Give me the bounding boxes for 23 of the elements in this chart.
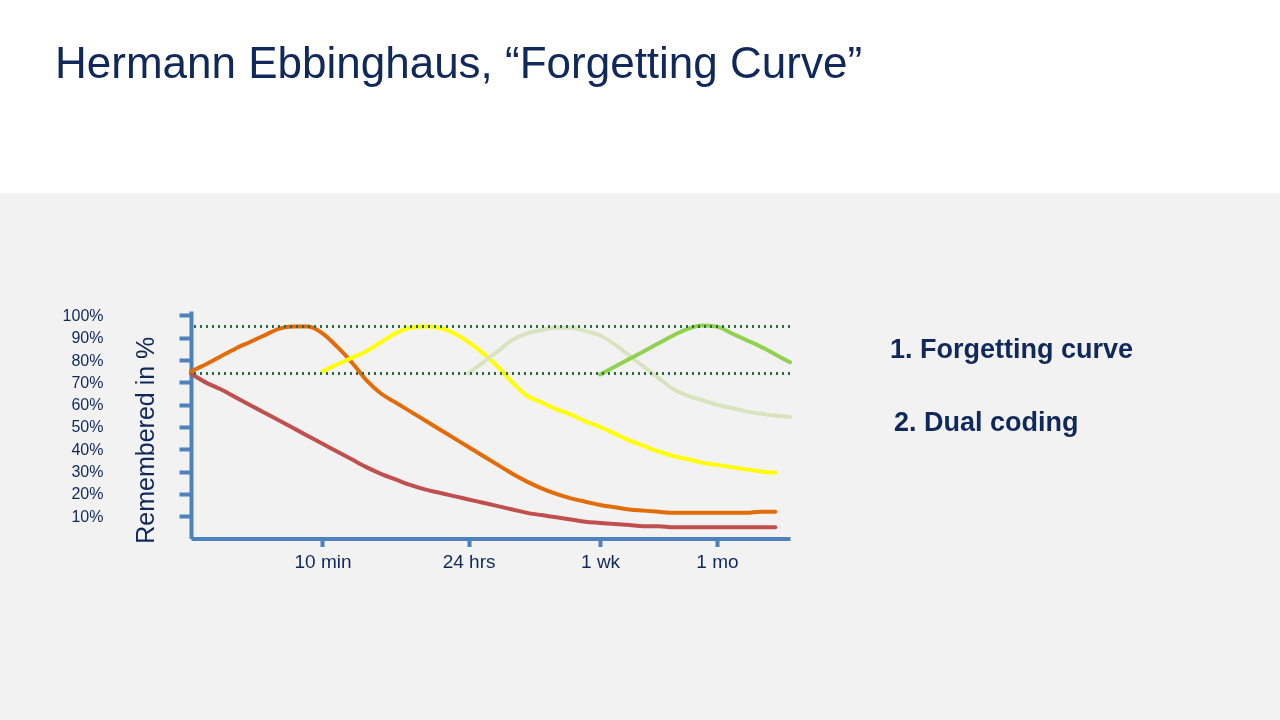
x-tick-label: 1 wk [581,551,621,572]
y-tick-label: 100% [62,306,104,324]
y-axis-title: Remembered in % [130,336,159,544]
y-tick-label: 30% [71,463,104,481]
text: 1. Forgetting curve [890,334,1134,365]
y-tick-label: 40% [71,440,104,458]
y-tick-label: 50% [71,418,104,436]
chart-title: Hermann Ebbinghaus, “Forgetting Curve” [55,38,863,88]
x-tick-label: 10 min [294,551,352,572]
x-tick-label: 1 mo [696,551,739,572]
line-series [466,325,792,419]
y-tick-label: 10% [71,507,104,525]
text: 2. Dual coding [894,407,1080,438]
x-tick-label: 24 hrs [442,551,496,572]
y-tick-label: 70% [71,373,104,391]
y-tick-label: 80% [71,351,104,369]
line-series [189,371,778,530]
line-series [598,323,792,377]
y-tick-label: 20% [71,485,104,503]
line-series [189,324,778,515]
line-series [320,324,778,475]
y-tick-label: 60% [71,396,104,414]
y-tick-label: 90% [71,329,104,347]
